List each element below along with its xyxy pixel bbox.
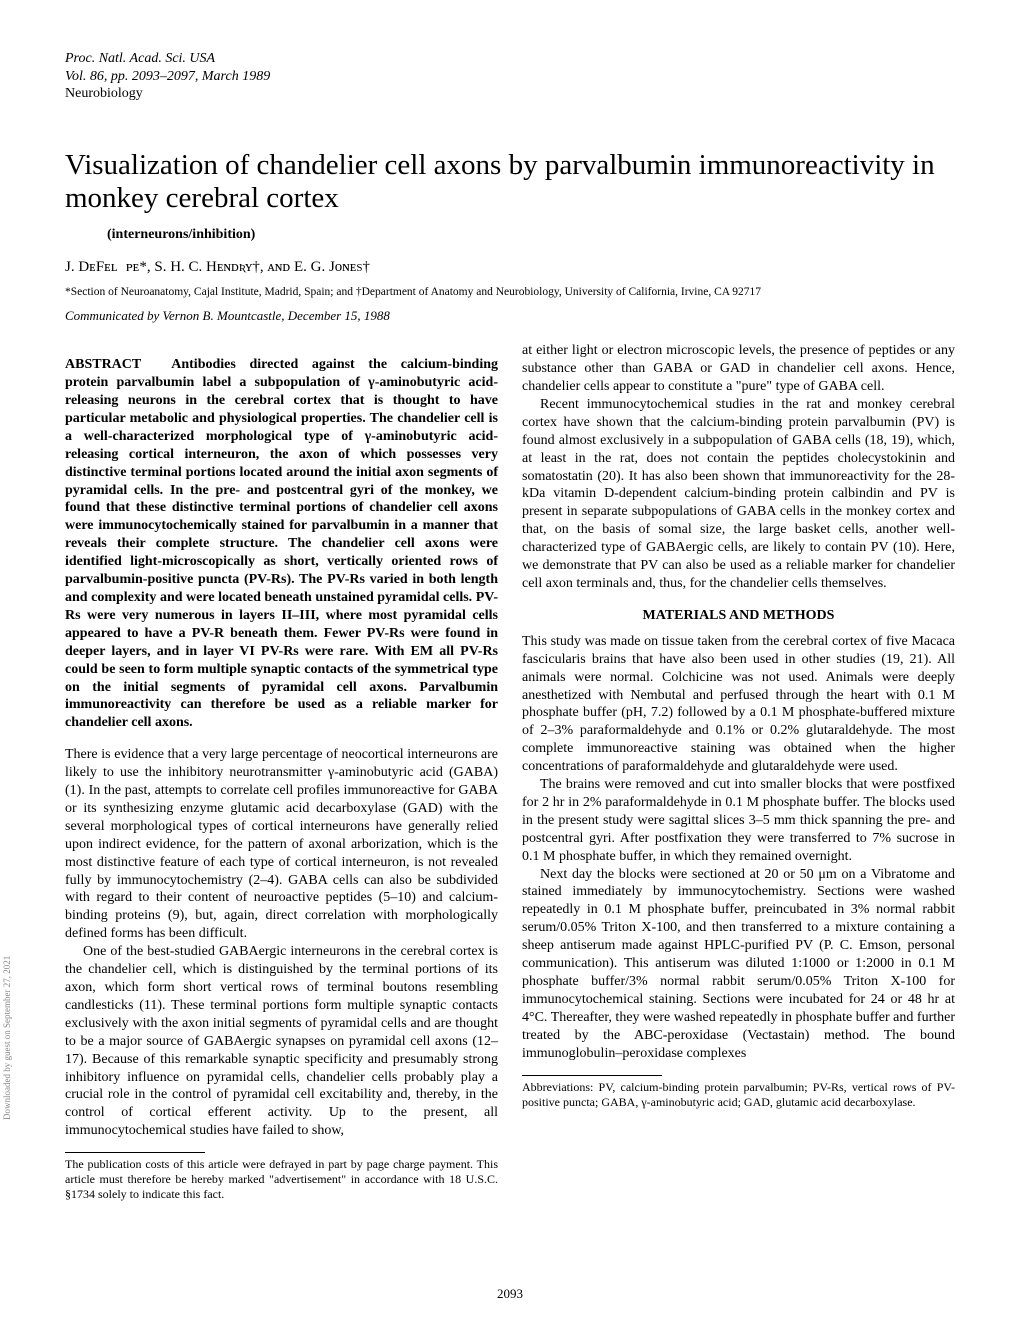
- authors: J. DᴇFᴇʟɪᴘᴇ*, S. H. C. Hᴇɴᴅʀʏ†, ᴀɴᴅ E. G…: [65, 259, 955, 276]
- journal-section: Neurobiology: [65, 85, 955, 103]
- methods-paragraph: Next day the blocks were sectioned at 20…: [522, 866, 955, 1063]
- body-paragraph: One of the best-studied GABAergic intern…: [65, 943, 498, 1140]
- journal-name: Proc. Natl. Acad. Sci. USA: [65, 50, 955, 68]
- article-title: Visualization of chandelier cell axons b…: [65, 149, 955, 216]
- affiliations: *Section of Neuroanatomy, Cajal Institut…: [65, 286, 955, 298]
- abstract: ABSTRACTAntibodies directed against the …: [65, 356, 498, 732]
- body-paragraph: Recent immunocytochemical studies in the…: [522, 396, 955, 593]
- footnote-left: The publication costs of this article we…: [65, 1157, 498, 1202]
- methods-paragraph: This study was made on tissue taken from…: [522, 633, 955, 776]
- section-heading-methods: MATERIALS AND METHODS: [522, 607, 955, 625]
- two-column-body: ABSTRACTAntibodies directed against the …: [65, 342, 955, 1202]
- journal-volume: Vol. 86, pp. 2093–2097, March 1989: [65, 68, 955, 86]
- body-paragraph: at either light or electron microscopic …: [522, 342, 955, 396]
- abstract-label: ABSTRACT: [65, 356, 141, 374]
- download-note: Downloaded by guest on September 27, 202…: [2, 956, 12, 1120]
- page-number: 2093: [0, 1286, 1020, 1302]
- footnote-right: Abbreviations: PV, calcium-binding prote…: [522, 1080, 955, 1110]
- communicated-by: Communicated by Vernon B. Mountcastle, D…: [65, 308, 955, 324]
- body-paragraph: There is evidence that a very large perc…: [65, 746, 498, 943]
- journal-page: Downloaded by guest on September 27, 202…: [0, 0, 1020, 1320]
- methods-paragraph: The brains were removed and cut into sma…: [522, 776, 955, 866]
- footnote-rule: [522, 1075, 662, 1076]
- footnote-rule: [65, 1152, 205, 1153]
- abstract-text: Antibodies directed against the calcium-…: [65, 357, 498, 730]
- keywords: (interneurons/inhibition): [107, 227, 955, 243]
- journal-header: Proc. Natl. Acad. Sci. USA Vol. 86, pp. …: [65, 50, 955, 103]
